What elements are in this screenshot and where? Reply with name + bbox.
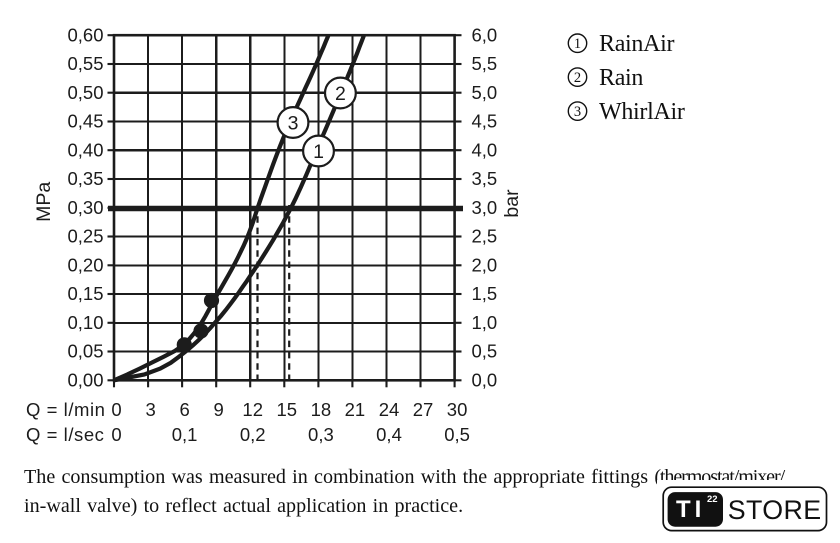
svg-text:MPa: MPa: [33, 182, 55, 222]
svg-text:0,5: 0,5: [472, 341, 498, 362]
svg-text:2,5: 2,5: [472, 226, 498, 247]
svg-text:24: 24: [379, 399, 400, 420]
svg-text:Q = l/min: Q = l/min: [26, 399, 105, 420]
svg-text:0,10: 0,10: [67, 312, 103, 333]
svg-text:30: 30: [447, 399, 468, 420]
svg-text:0,00: 0,00: [67, 370, 103, 391]
svg-text:15: 15: [277, 399, 298, 420]
svg-text:2: 2: [574, 70, 581, 86]
svg-text:0,55: 0,55: [67, 53, 103, 74]
svg-text:3: 3: [288, 112, 299, 134]
svg-text:21: 21: [345, 399, 366, 420]
svg-text:Rain: Rain: [599, 65, 643, 91]
svg-text:0,15: 0,15: [67, 283, 103, 304]
svg-text:3,5: 3,5: [472, 168, 498, 189]
svg-text:3: 3: [574, 104, 581, 120]
svg-text:3: 3: [145, 399, 155, 420]
svg-text:1,5: 1,5: [472, 283, 498, 304]
svg-text:0: 0: [111, 399, 121, 420]
svg-text:4,0: 4,0: [472, 139, 498, 160]
svg-text:0,60: 0,60: [67, 24, 103, 45]
svg-text:0,25: 0,25: [67, 226, 103, 247]
svg-text:4,5: 4,5: [472, 111, 498, 132]
svg-text:0,0: 0,0: [472, 370, 498, 391]
svg-text:1: 1: [313, 141, 324, 163]
svg-text:0,50: 0,50: [67, 82, 103, 103]
svg-text:5,0: 5,0: [472, 82, 498, 103]
svg-text:3,0: 3,0: [472, 197, 498, 218]
svg-text:5,5: 5,5: [472, 53, 498, 74]
svg-text:12: 12: [242, 399, 263, 420]
svg-text:6: 6: [179, 399, 189, 420]
svg-text:Q = l/sec: Q = l/sec: [26, 424, 104, 445]
svg-text:0,30: 0,30: [67, 197, 103, 218]
svg-text:9: 9: [214, 399, 224, 420]
svg-text:0,1: 0,1: [172, 424, 198, 445]
svg-text:0,5: 0,5: [444, 424, 470, 445]
svg-text:STORE: STORE: [728, 495, 822, 525]
svg-text:WhirlAir: WhirlAir: [599, 99, 685, 125]
svg-text:1,0: 1,0: [472, 312, 498, 333]
svg-text:0,05: 0,05: [67, 341, 103, 362]
svg-text:0,2: 0,2: [240, 424, 266, 445]
svg-text:0,35: 0,35: [67, 168, 103, 189]
svg-text:18: 18: [311, 399, 332, 420]
svg-text:22: 22: [707, 494, 718, 505]
svg-text:RainAir: RainAir: [599, 31, 675, 57]
svg-text:0,40: 0,40: [67, 139, 103, 160]
svg-text:0,45: 0,45: [67, 111, 103, 132]
svg-text:1: 1: [574, 36, 581, 52]
svg-text:2: 2: [335, 83, 346, 105]
svg-text:2,0: 2,0: [472, 255, 498, 276]
svg-text:TI: TI: [676, 496, 705, 523]
svg-text:0,4: 0,4: [376, 424, 402, 445]
svg-text:0: 0: [111, 424, 121, 445]
svg-text:bar: bar: [501, 189, 523, 218]
svg-text:27: 27: [413, 399, 434, 420]
svg-text:6,0: 6,0: [472, 24, 498, 45]
svg-text:0,20: 0,20: [67, 255, 103, 276]
svg-text:0,3: 0,3: [308, 424, 334, 445]
